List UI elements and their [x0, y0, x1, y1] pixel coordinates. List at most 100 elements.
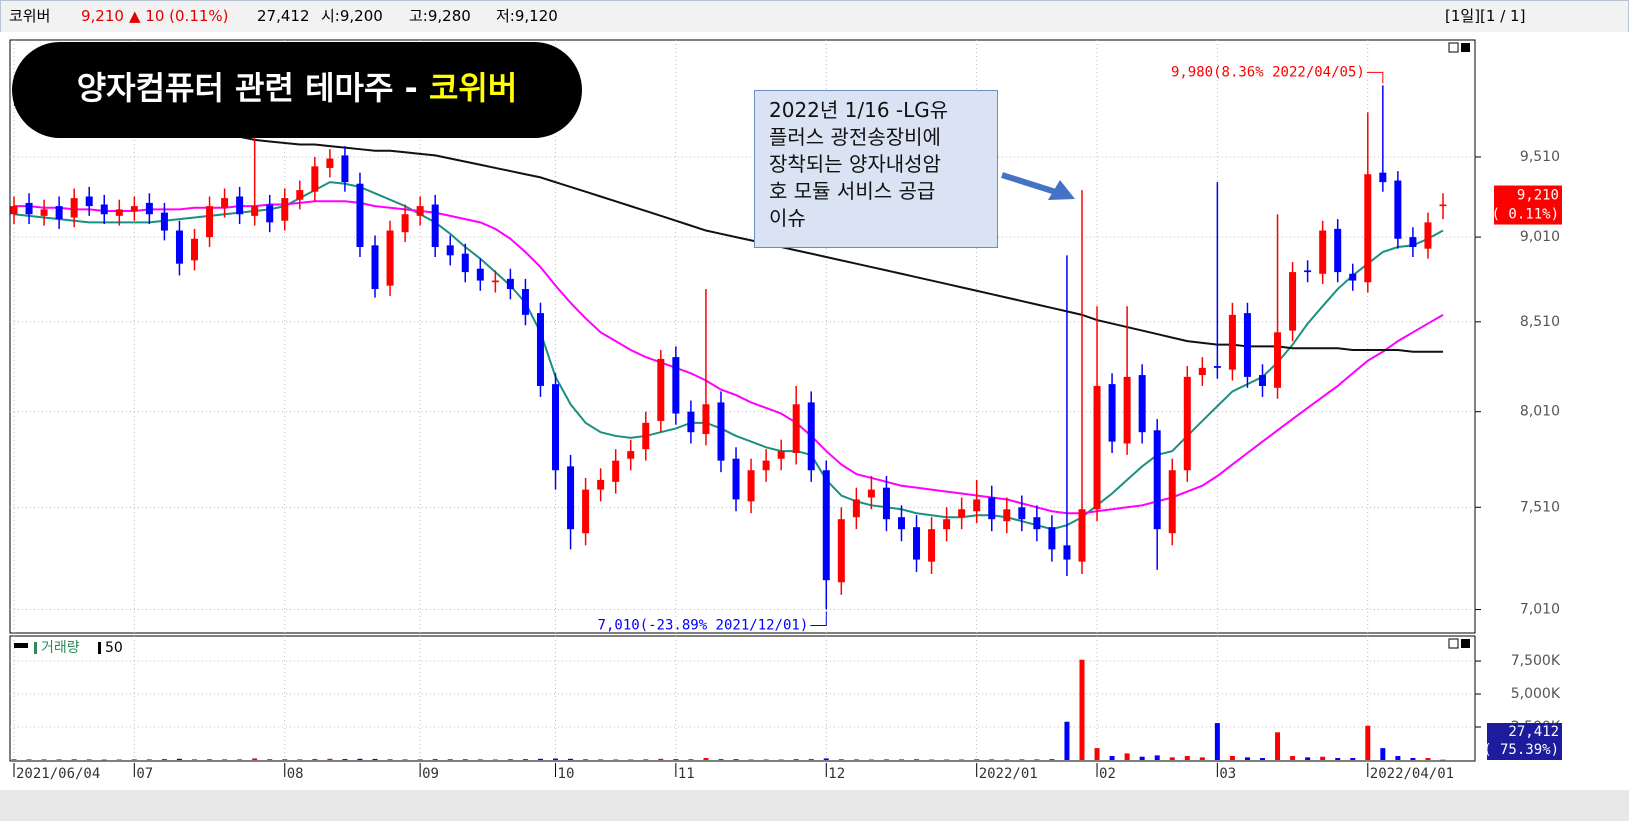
candle-body — [867, 489, 875, 498]
volume-bar — [914, 759, 920, 760]
volume-bar — [1275, 732, 1281, 760]
y-tick-label: 7,500K — [1511, 653, 1561, 669]
candle-body — [762, 460, 770, 471]
volume-bar — [417, 759, 423, 760]
candle-body — [1409, 237, 1417, 248]
candle-body — [1003, 509, 1011, 522]
volume-bar — [688, 759, 694, 760]
candle-body — [175, 230, 183, 264]
open: 시:9,200 — [321, 7, 383, 25]
volume-bar — [1064, 721, 1070, 760]
volume-bar — [1365, 725, 1371, 760]
candle-body — [130, 206, 138, 211]
volume-bar — [462, 759, 468, 760]
candle-body — [311, 166, 319, 192]
x-tick-label: 2022/01 — [979, 766, 1038, 782]
price: 9,210 — [81, 7, 124, 25]
volume-bar — [1410, 758, 1416, 760]
pane-button[interactable] — [1448, 638, 1459, 649]
volume-bar — [492, 759, 498, 760]
y-tick-label: 8,510 — [1520, 314, 1560, 330]
y-tick-label: 9,010 — [1520, 229, 1560, 245]
x-tick-label: 10 — [558, 766, 575, 782]
volume-bar — [959, 759, 965, 760]
candle-body — [1213, 366, 1221, 368]
volume-bar — [628, 759, 634, 760]
volume-bar — [1440, 759, 1446, 761]
volume-bar — [477, 759, 483, 760]
candle-body — [1274, 332, 1282, 388]
candle-body — [582, 489, 590, 534]
candle-body — [1289, 272, 1297, 331]
candle-body — [913, 527, 921, 560]
high: 고:9,280 — [409, 7, 471, 25]
volume-bar — [372, 758, 378, 760]
volume-bar — [1049, 759, 1055, 760]
volume-bar — [1199, 757, 1205, 760]
volume-bar — [1305, 757, 1311, 760]
candle-body — [702, 404, 710, 435]
volume-bar — [297, 759, 303, 760]
pane-button[interactable] — [1461, 639, 1470, 648]
candle-body — [115, 209, 123, 216]
candle-body — [612, 460, 620, 482]
price-box-value: 9,210 — [1517, 188, 1559, 204]
x-tick-label: 08 — [287, 766, 304, 782]
candle-body — [1123, 376, 1131, 444]
candle-body — [717, 402, 725, 461]
marks — [10, 85, 1447, 761]
volume-bar — [131, 759, 137, 760]
low: 저:9,120 — [496, 7, 558, 25]
candle-body — [401, 214, 409, 233]
callout-line: 호 모듈 서비스 공급 — [769, 179, 936, 203]
volume-bar — [86, 759, 92, 760]
volume-bar — [222, 759, 228, 760]
callout-line: 장착되는 양자내성암 — [769, 152, 941, 176]
volume-bar — [673, 759, 679, 760]
candle-body — [958, 509, 966, 518]
pane-button[interactable] — [1461, 43, 1470, 52]
legend-swatch — [34, 642, 37, 654]
volume-bar — [387, 759, 393, 760]
y-tick-label: 5,000K — [1511, 686, 1561, 702]
volume-legend: 거래량 — [41, 640, 80, 656]
callout-arrowhead — [1048, 180, 1075, 200]
candle-body — [747, 470, 755, 502]
candle-body — [70, 198, 78, 218]
callout-line: 플러스 광전송장비에 — [769, 125, 941, 149]
pane-button[interactable] — [1448, 42, 1459, 53]
candle-body — [1108, 384, 1116, 442]
x-tick-label: 2022/04/01 — [1370, 766, 1454, 782]
candle-body — [1424, 222, 1432, 249]
x-tick-label: 2021/06/04 — [16, 766, 100, 782]
volume-bar — [312, 758, 318, 760]
candle-body — [85, 196, 93, 207]
candle-body — [1168, 470, 1176, 534]
volume-bar — [1395, 756, 1401, 760]
volume-bar — [1290, 756, 1296, 760]
candle-body — [567, 466, 575, 530]
change: ▲ 10 (0.11%) — [129, 7, 229, 25]
candle-body — [687, 411, 695, 433]
candle-body — [627, 451, 635, 459]
volume-bar — [26, 759, 32, 760]
volume-bar — [56, 759, 62, 760]
title-highlight: 코위버 — [429, 69, 517, 107]
y-tick-label: 7,010 — [1520, 602, 1560, 618]
x-tick-label: 03 — [1219, 766, 1236, 782]
volume: 27,412 — [257, 7, 310, 25]
volume-bar — [583, 759, 589, 760]
candle-body — [1304, 270, 1312, 273]
volume-bar — [402, 759, 408, 760]
volume-bar — [898, 759, 904, 760]
legend-icon — [14, 643, 28, 648]
candle-body — [672, 357, 680, 414]
page-nav[interactable]: [1일][1 / 1] — [1445, 7, 1526, 25]
candle-body — [1033, 517, 1041, 530]
high-note-arrow — [1366, 71, 1384, 84]
x-tick-label: 11 — [678, 766, 695, 782]
volume-box — [1487, 723, 1562, 760]
candle-body — [822, 470, 830, 581]
candle-body — [371, 245, 379, 290]
